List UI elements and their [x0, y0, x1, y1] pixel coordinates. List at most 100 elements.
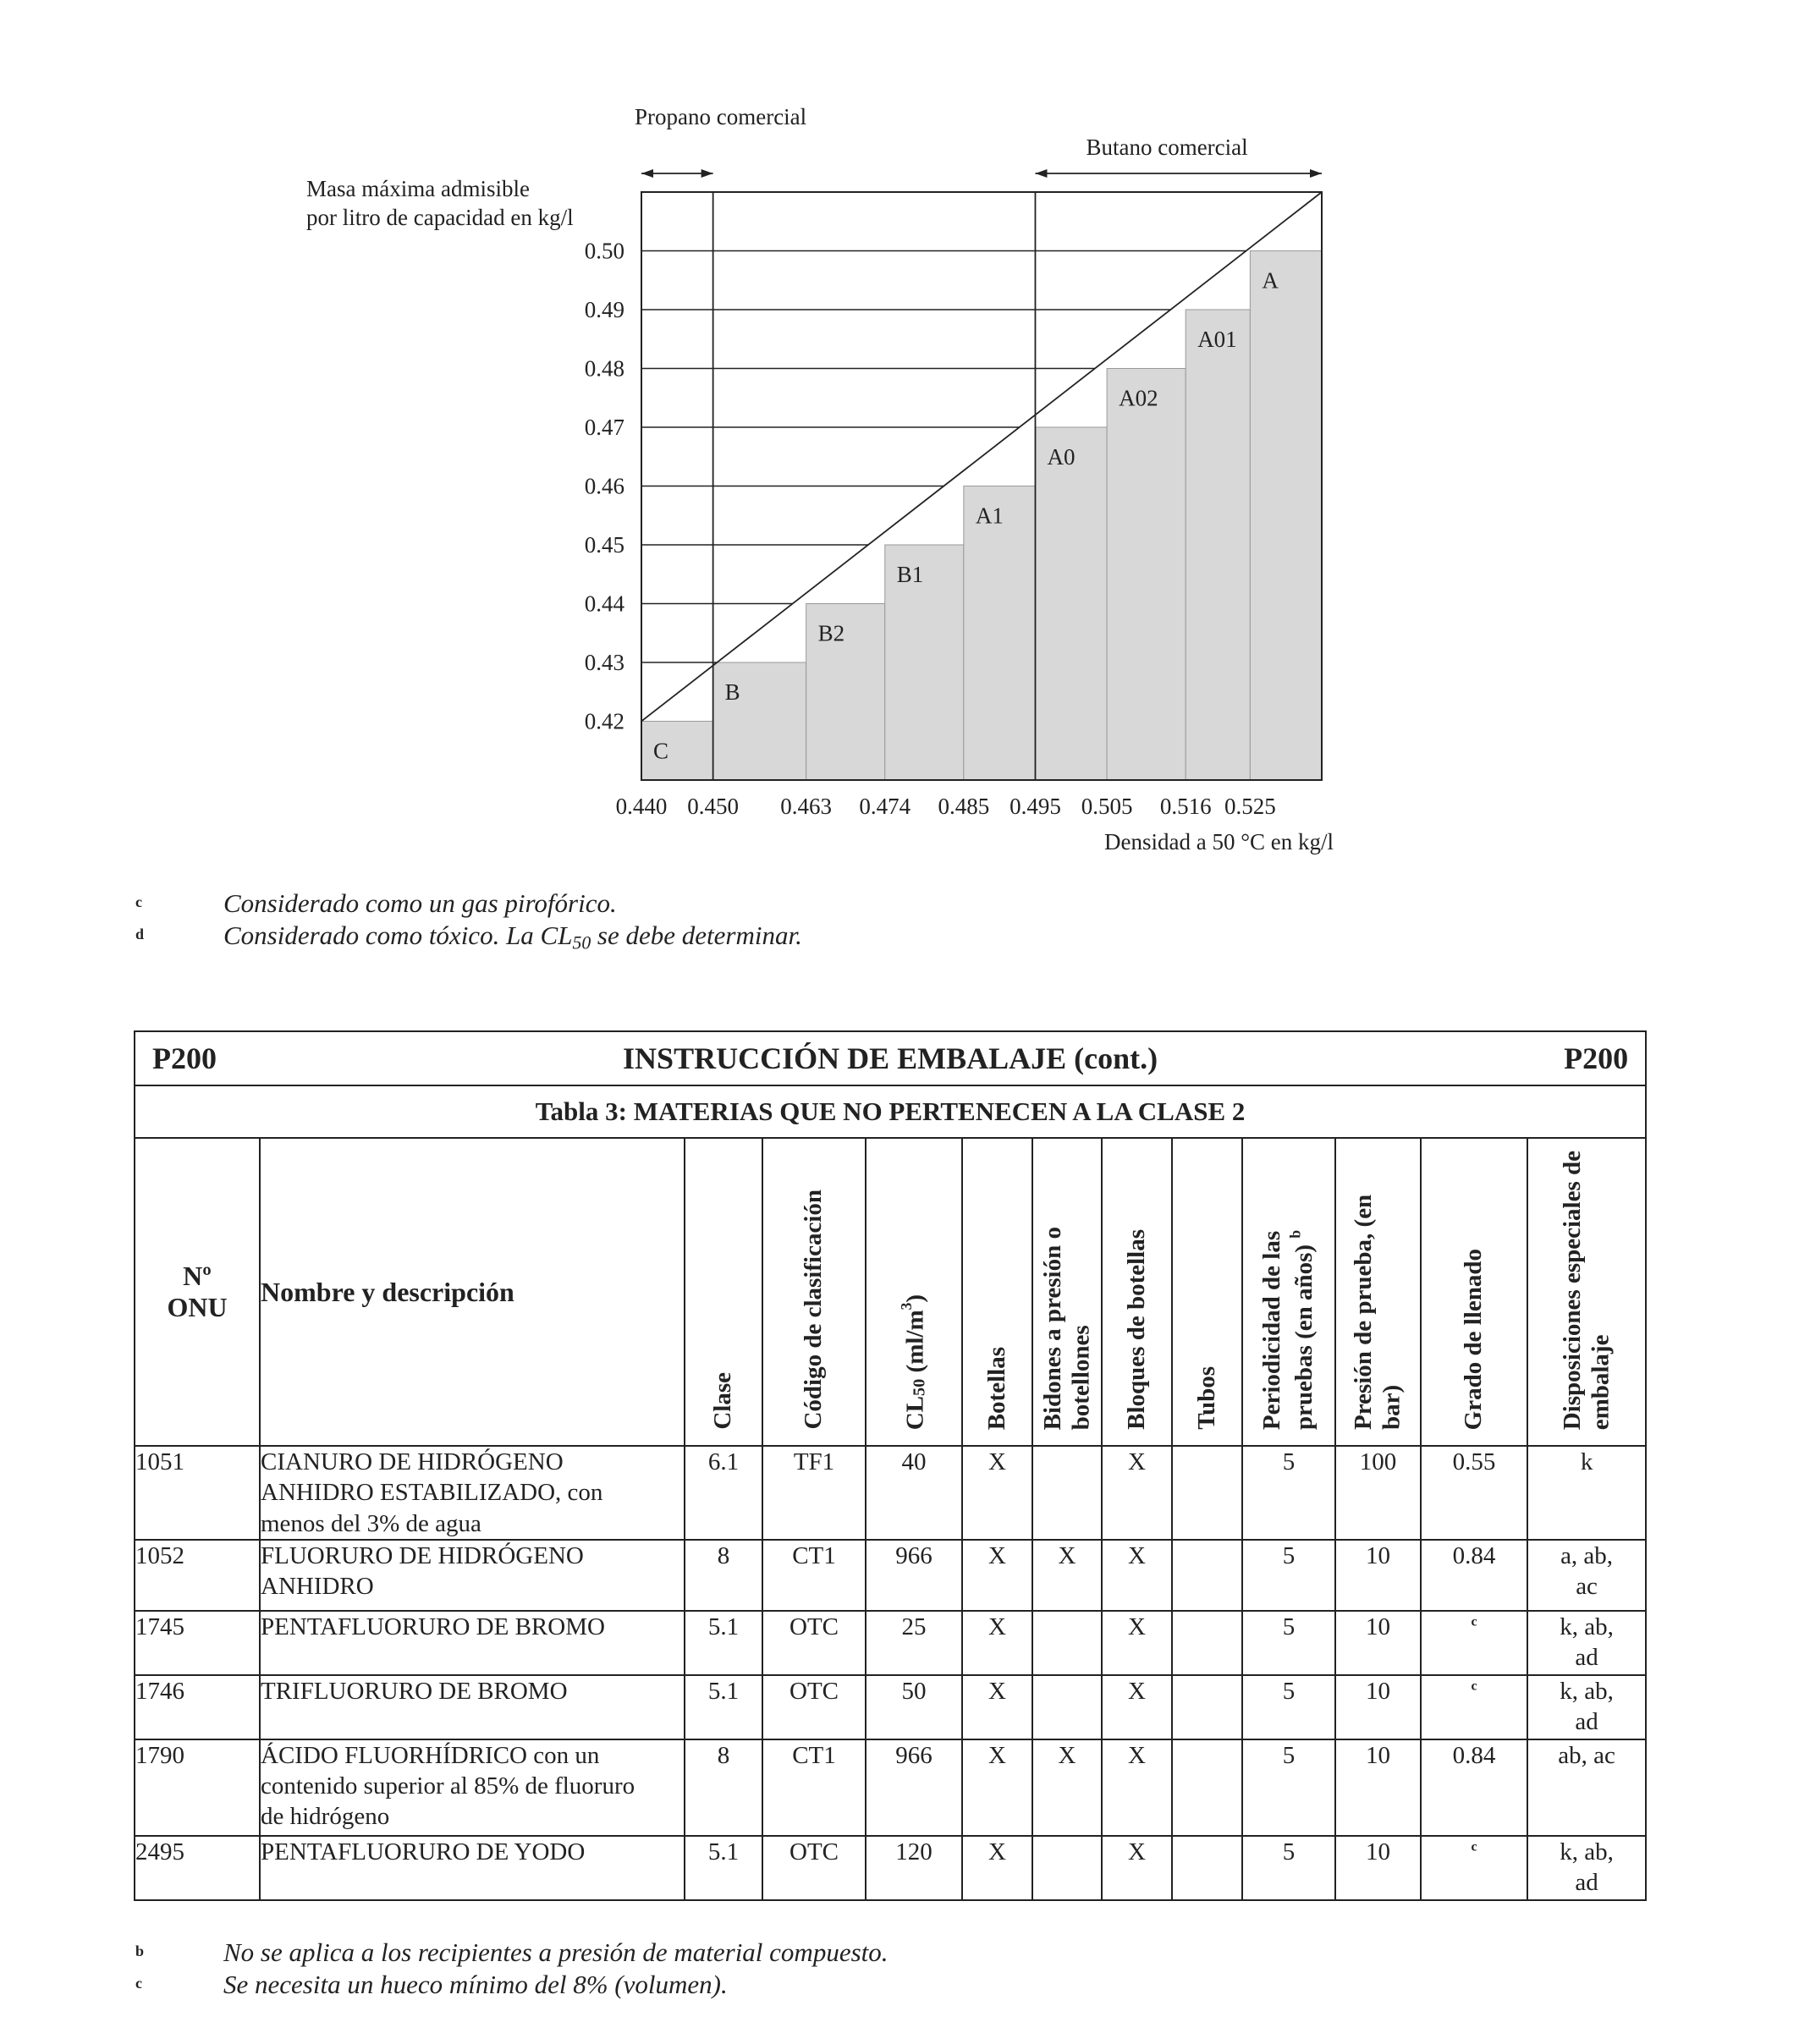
- cell-name: PENTAFLUORURO DE BROMO: [259, 1609, 685, 1676]
- col-header-cl50: CL50 (ml/m3): [865, 1137, 963, 1447]
- cell-bloques: X: [1101, 1673, 1173, 1740]
- cell-presion: 10: [1334, 1609, 1422, 1676]
- y-tick-label: 0.46: [585, 474, 624, 499]
- cell-bloques: X: [1101, 1834, 1173, 1901]
- cell-onu: 1051: [134, 1445, 261, 1541]
- y-tick-label: 0.45: [585, 532, 624, 558]
- chart-axis-labels: 0.42 0.43 0.44 0.45 0.46 0.47 0.48 0.49 0.50 0.44…: [585, 104, 1322, 819]
- cell-disposiciones: ab, ac: [1526, 1738, 1648, 1837]
- cell-bloques: X: [1101, 1738, 1173, 1837]
- step-label-A: A: [1262, 268, 1279, 294]
- cell-codigo: OTC: [762, 1834, 866, 1901]
- cell-botellas: X: [961, 1738, 1033, 1837]
- cell-tubos: [1171, 1609, 1243, 1676]
- cell-codigo: CT1: [762, 1738, 866, 1837]
- cell-presion: 10: [1334, 1834, 1422, 1901]
- packing-instruction-table: P200 INSTRUCCIÓN DE EMBALAJE (cont.) P20…: [133, 1030, 1648, 1901]
- cell-tubos: [1171, 1538, 1243, 1612]
- cell-tubos: [1171, 1834, 1243, 1901]
- chart-gridlines: [641, 191, 1323, 781]
- plot-frame: [641, 191, 1323, 781]
- step-label-A02: A02: [1119, 386, 1158, 411]
- step-label-A01: A01: [1197, 327, 1237, 352]
- cell-periodicidad: 5: [1241, 1738, 1336, 1837]
- step-bar-A0: [1034, 426, 1108, 781]
- instruction-title: INSTRUCCIÓN DE EMBALAJE (cont.): [623, 1041, 1158, 1075]
- cell-grado: 0.84: [1420, 1738, 1528, 1837]
- cell-bidones: X: [1032, 1738, 1103, 1837]
- cell-botellas: X: [961, 1445, 1033, 1541]
- y-tick-label: 0.49: [585, 297, 624, 322]
- step-bar-A01: [1185, 309, 1251, 781]
- cell-disposiciones: k, ab, ad: [1526, 1834, 1648, 1901]
- cell-presion: 10: [1334, 1673, 1422, 1740]
- cell-bidones: [1032, 1673, 1103, 1740]
- col-header-periodicidad: Periodicidad de las pruebas (en años) b: [1241, 1137, 1336, 1447]
- cell-botellas: X: [961, 1538, 1033, 1612]
- cell-clase: 8: [684, 1538, 763, 1612]
- cell-name: CIANURO DE HIDRÓGENO ANHIDRO ESTABILIZADO…: [259, 1445, 685, 1541]
- cell-clase: 5.1: [684, 1673, 763, 1740]
- cell-cl50: 40: [865, 1445, 963, 1541]
- cell-presion: 10: [1334, 1538, 1422, 1612]
- y-tick-label: 0.48: [585, 356, 624, 382]
- cell-cl50: 966: [865, 1738, 963, 1837]
- y-tick-label: 0.47: [585, 415, 624, 440]
- step-label-A0: A0: [1047, 444, 1075, 470]
- col-header-botellas: Botellas: [961, 1137, 1033, 1447]
- cell-grado: c: [1420, 1673, 1528, 1740]
- table-row: 1052 FLUORURO DE HIDRÓGENO ANHIDRO 8 CT1 966 X…: [134, 1538, 1648, 1612]
- cell-cl50: 120: [865, 1834, 963, 1901]
- table-row: 1745 PENTAFLUORURO DE BROMO 5.1 OTC 25 X X 5 10 c…: [134, 1609, 1648, 1676]
- x-tick-label: 0.463: [780, 794, 832, 819]
- y-tick-label: 0.44: [585, 591, 625, 617]
- cell-bloques: X: [1101, 1609, 1173, 1676]
- cell-botellas: X: [961, 1834, 1033, 1901]
- range-arrow-head-left: [1035, 169, 1048, 178]
- cell-disposiciones: a, ab, ac: [1526, 1538, 1648, 1612]
- cell-tubos: [1171, 1445, 1243, 1541]
- step-bar-B1: [884, 544, 965, 781]
- footnote-mark: c: [135, 1975, 142, 1992]
- cell-codigo: TF1: [762, 1445, 866, 1541]
- cell-periodicidad: 5: [1241, 1673, 1336, 1740]
- x-tick-label: 0.495: [1010, 794, 1061, 819]
- table-row: 2495 PENTAFLUORURO DE YODO 5.1 OTC 120 X X 5 10 c…: [134, 1834, 1648, 1901]
- cell-presion: 100: [1334, 1445, 1422, 1541]
- col-header-codigo: Código de clasificación: [762, 1137, 866, 1447]
- step-bar-C: [641, 721, 714, 781]
- table-row: 1051 CIANURO DE HIDRÓGENO ANHIDRO ESTABILI…: [134, 1445, 1648, 1541]
- step-bar-A: [1249, 250, 1323, 781]
- y-axis-title-line1: Masa máxima admisible: [306, 176, 530, 201]
- table-body: 1051 CIANURO DE HIDRÓGENO ANHIDRO ESTABILI…: [134, 1445, 1648, 1901]
- cell-grado: c: [1420, 1609, 1528, 1676]
- footnote-mark: c: [135, 893, 142, 910]
- cell-name: PENTAFLUORURO DE YODO: [259, 1834, 685, 1901]
- cell-onu: 1790: [134, 1738, 261, 1837]
- col-header-bidones: Bidones a presión o botellones: [1032, 1137, 1103, 1447]
- cell-clase: 5.1: [684, 1609, 763, 1676]
- x-tick-label: 0.485: [938, 794, 989, 819]
- range-arrow-head-left: [641, 169, 653, 178]
- x-tick-label: 0.450: [687, 794, 739, 819]
- step-label-B2: B2: [818, 621, 845, 646]
- column-header-row: Nº ONU Nombre y descripción Clase Código…: [134, 1137, 1648, 1447]
- instruction-code-left: P200: [152, 1041, 217, 1075]
- cell-botellas: X: [961, 1673, 1033, 1740]
- y-axis-title-line2: por litro de capacidad en kg/l: [306, 205, 574, 230]
- col-header-bloques: Bloques de botellas: [1101, 1137, 1173, 1447]
- cell-clase: 8: [684, 1738, 763, 1837]
- cell-name: TRIFLUORURO DE BROMO: [259, 1673, 685, 1740]
- cell-bidones: [1032, 1834, 1103, 1901]
- step-bar-A02: [1106, 368, 1186, 781]
- x-tick-label: 0.440: [616, 794, 668, 819]
- footnote-text: Considerado como tóxico. La CL50 se debe…: [223, 920, 802, 953]
- cell-disposiciones: k, ab, ad: [1526, 1673, 1648, 1740]
- cell-disposiciones: k, ab, ad: [1526, 1609, 1648, 1676]
- table-row: 1790 ÁCIDO FLUORHÍDRICO con un contenido s…: [134, 1738, 1648, 1837]
- step-bar-B: [712, 662, 807, 781]
- cell-disposiciones: k: [1526, 1445, 1648, 1541]
- table-title: Tabla 3: MATERIAS QUE NO PERTENECEN A LA…: [133, 1085, 1648, 1139]
- step-label-B1: B1: [897, 562, 924, 587]
- table-row: 1746 TRIFLUORURO DE BROMO 5.1 OTC 50 X X 5 10 c k,…: [134, 1673, 1648, 1740]
